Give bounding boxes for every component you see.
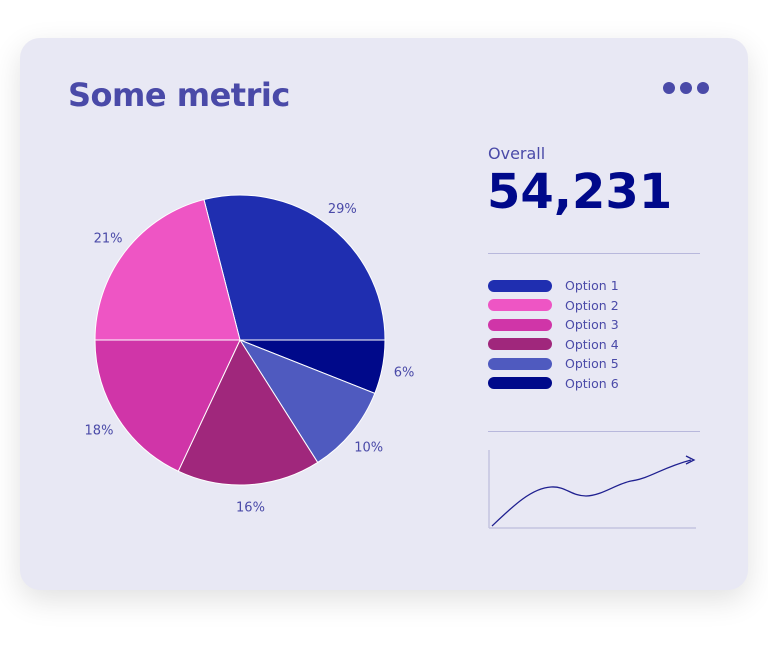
legend-swatch (488, 279, 552, 292)
pie-slice-option-4 (177, 338, 319, 486)
legend-label: Option 4 (565, 336, 619, 352)
legend-label: Option 6 (565, 375, 619, 391)
legend-swatch (488, 318, 552, 331)
legend-item: Option 6 (488, 374, 619, 394)
legend-item: Option 2 (488, 296, 619, 316)
pie-data-label: 29% (328, 202, 357, 217)
legend-swatch (488, 299, 552, 312)
legend-item: Option 3 (488, 315, 619, 335)
legend-label: Option 1 (565, 278, 619, 294)
legend: Option 1 Option 2 Option 3 Option 4 Opti… (488, 276, 619, 393)
pie-data-label: 18% (85, 423, 114, 438)
card-title: Some metric (68, 76, 290, 114)
overall-label: Overall (488, 144, 546, 163)
pie-slice-option-3 (94, 339, 241, 472)
pie-slice-option-5 (238, 338, 376, 464)
pie-data-label: 16% (236, 501, 265, 516)
legend-label: Option 3 (565, 317, 619, 333)
pie-data-label: 21% (94, 232, 123, 247)
arrow-icon (685, 455, 696, 465)
pie-slice-option-1 (203, 194, 386, 341)
legend-swatch (488, 377, 552, 390)
legend-label: Option 5 (565, 356, 619, 372)
legend-item: Option 1 (488, 276, 619, 296)
sparkline-line (491, 459, 692, 527)
legend-item: Option 5 (488, 354, 619, 374)
pie-data-label: 10% (354, 440, 383, 455)
more-horizontal-icon[interactable] (663, 82, 709, 94)
overall-value: 54,231 (487, 164, 673, 220)
legend-label: Option 2 (565, 297, 619, 313)
legend-item: Option 4 (488, 335, 619, 355)
pie-data-label: 6% (394, 365, 415, 380)
pie-slice-option-2 (94, 198, 241, 341)
legend-swatch (488, 338, 552, 351)
divider (488, 431, 700, 432)
divider (488, 253, 700, 254)
trend-sparkline (488, 450, 696, 529)
legend-swatch (488, 357, 552, 370)
